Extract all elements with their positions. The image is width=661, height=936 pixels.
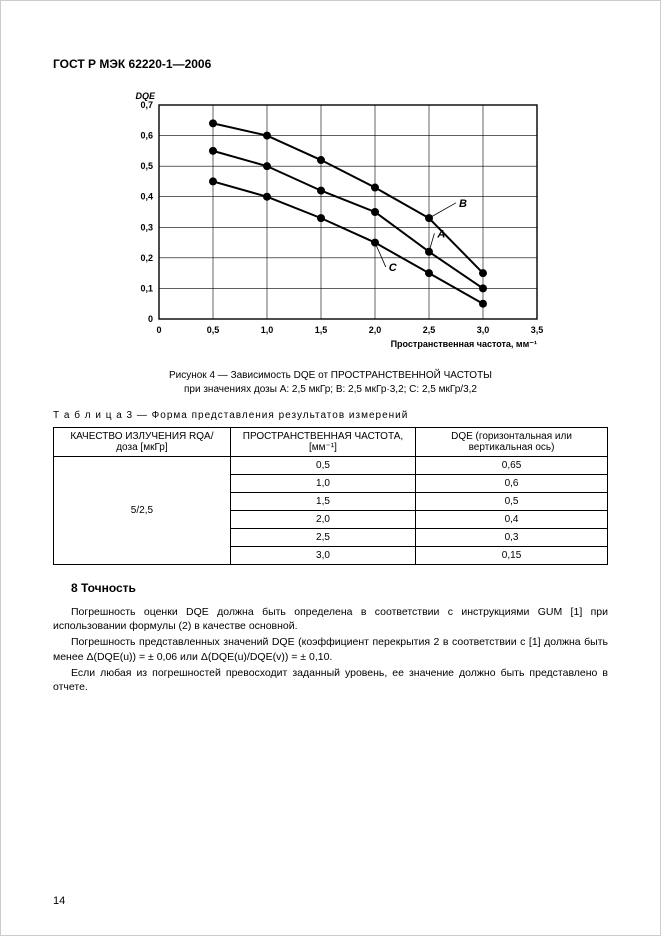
body-text: Погрешность оценки DQE должна быть опред… [53, 605, 608, 694]
svg-text:0,7: 0,7 [140, 100, 153, 110]
svg-text:0,5: 0,5 [206, 325, 219, 335]
cell-dqe: 0,5 [416, 493, 608, 511]
col-dqe: DQE (горизонтальная или вертикальная ось… [416, 428, 608, 457]
svg-text:0,3: 0,3 [140, 222, 153, 232]
svg-text:1,0: 1,0 [260, 325, 273, 335]
svg-text:B: B [459, 198, 467, 210]
svg-text:0,2: 0,2 [140, 253, 153, 263]
col-quality-label: КАЧЕСТВО ИЗЛУЧЕНИЯ RQA/доза [мкГр] [70, 431, 213, 453]
dqe-chart: 0 0,5 1,0 1,5 2,0 2,5 3,0 3,5 0 0,1 0,2 0,3 0,4 0,5 0,… [111, 83, 551, 363]
cell-frequency: 3,0 [230, 547, 415, 565]
svg-text:0,1: 0,1 [140, 283, 153, 293]
svg-text:C: C [388, 262, 397, 274]
col-frequency: ПРОСТРАНСТВЕННАЯ ЧАСТОТА, [мм⁻¹] [230, 428, 415, 457]
paragraph-3: Если любая из погрешностей превосходит з… [53, 666, 608, 694]
paragraph-2: Погрешность представленных значений DQE … [53, 635, 608, 663]
cell-frequency: 0,5 [230, 457, 415, 475]
cell-frequency: 1,5 [230, 493, 415, 511]
section-heading: 8 Точность [71, 581, 608, 595]
svg-text:0: 0 [147, 314, 152, 324]
cell-frequency: 2,0 [230, 511, 415, 529]
table-row: 5/2,50,50,65 [54, 457, 608, 475]
svg-text:0,5: 0,5 [140, 161, 153, 171]
svg-text:0: 0 [156, 325, 161, 335]
results-table: КАЧЕСТВО ИЗЛУЧЕНИЯ RQA/доза [мкГр] ПРОСТ… [53, 427, 608, 565]
svg-text:2,5: 2,5 [422, 325, 435, 335]
paragraph-1: Погрешность оценки DQE должна быть опред… [53, 605, 608, 633]
svg-text:0,4: 0,4 [140, 192, 153, 202]
chart-caption-line2: при значениях дозы A: 2,5 мкГр; B: 2,5 м… [184, 384, 477, 395]
page-number: 14 [53, 895, 65, 907]
table-header-row: КАЧЕСТВО ИЗЛУЧЕНИЯ RQA/доза [мкГр] ПРОСТ… [54, 428, 608, 457]
svg-text:0,6: 0,6 [140, 131, 153, 141]
cell-dqe: 0,15 [416, 547, 608, 565]
cell-frequency: 2,5 [230, 529, 415, 547]
chart-caption-line1: Рисунок 4 — Зависимость DQE от ПРОСТРАНС… [169, 370, 492, 381]
page: ГОСТ Р МЭК 62220-1—2006 00,51,01,52,02,5… [0, 0, 661, 936]
document-header: ГОСТ Р МЭК 62220-1—2006 [53, 57, 608, 71]
svg-text:1,5: 1,5 [314, 325, 327, 335]
cell-frequency: 1,0 [230, 475, 415, 493]
cell-quality: 5/2,5 [54, 457, 231, 565]
svg-text:3,0: 3,0 [476, 325, 489, 335]
table-caption: Т а б л и ц а 3 — Форма представления ре… [53, 410, 608, 421]
col-dqe-label: DQE (горизонтальная или вертикальная ось… [451, 431, 572, 453]
svg-text:Пространственная частота, мм⁻¹: Пространственная частота, мм⁻¹ [390, 339, 536, 349]
chart-caption: Рисунок 4 — Зависимость DQE от ПРОСТРАНС… [53, 369, 608, 396]
cell-dqe: 0,6 [416, 475, 608, 493]
cell-dqe: 0,4 [416, 511, 608, 529]
chart-container: 0 0,5 1,0 1,5 2,0 2,5 3,0 3,5 0 0,1 0,2 0,3 0,4 0,5 0,… [53, 83, 608, 363]
col-quality: КАЧЕСТВО ИЗЛУЧЕНИЯ RQA/доза [мкГр] [54, 428, 231, 457]
svg-text:3,5: 3,5 [530, 325, 543, 335]
svg-text:DQE: DQE [135, 91, 156, 101]
svg-text:2,0: 2,0 [368, 325, 381, 335]
cell-dqe: 0,65 [416, 457, 608, 475]
col-frequency-label: ПРОСТРАНСТВЕННАЯ ЧАСТОТА, [мм⁻¹] [243, 431, 403, 453]
cell-dqe: 0,3 [416, 529, 608, 547]
